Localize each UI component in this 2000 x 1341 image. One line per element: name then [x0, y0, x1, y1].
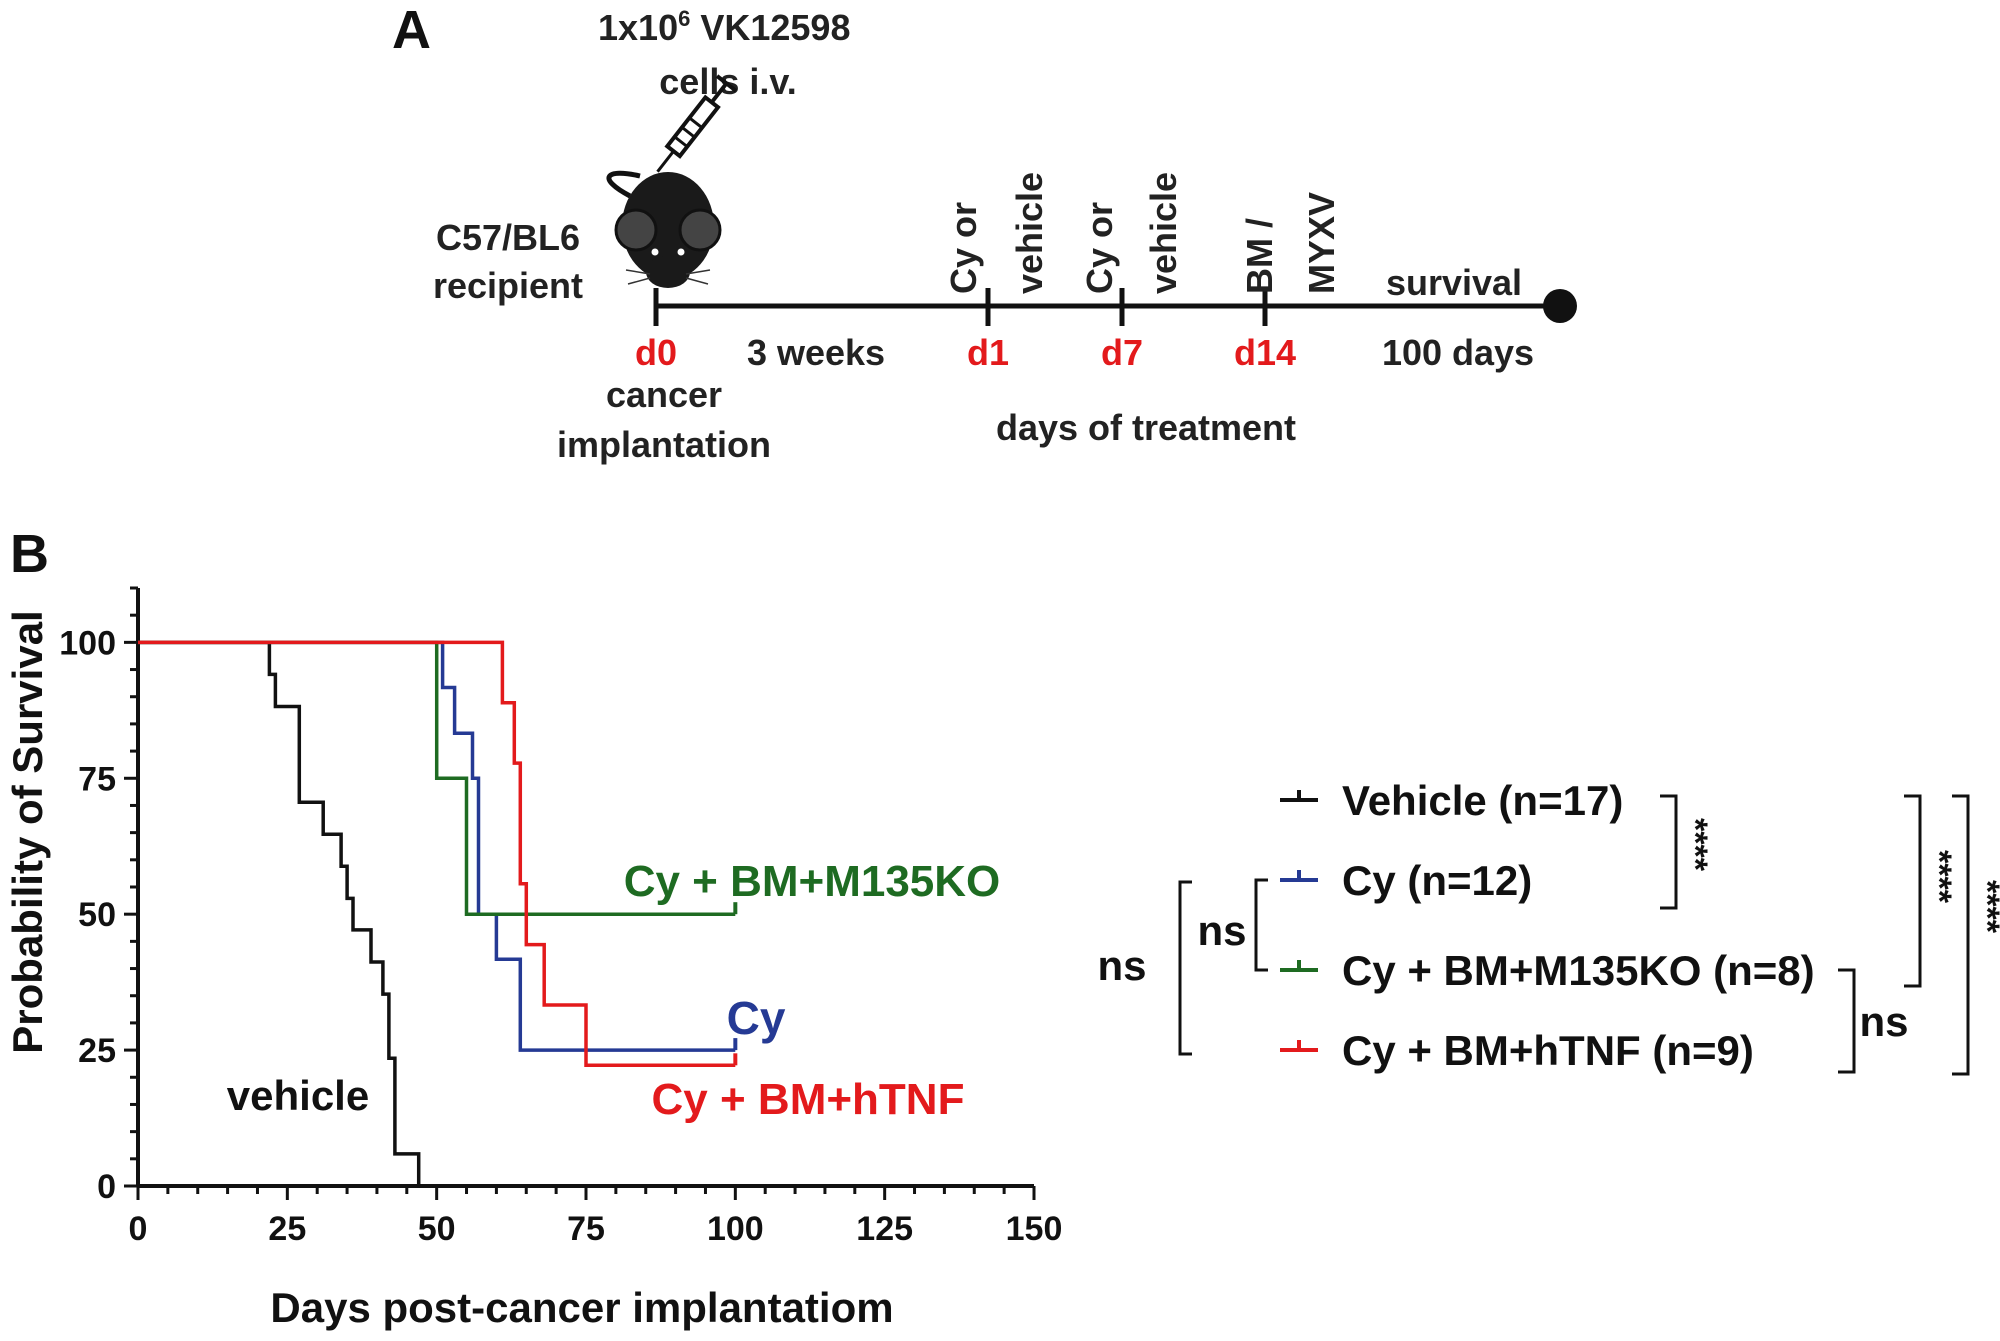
- y-axis-title: Probability of Survival: [4, 610, 51, 1053]
- bracket-vehicle-htnf: [1952, 794, 1970, 1076]
- stage-note-line2: vehicle: [1143, 172, 1184, 294]
- x-tick-label: 25: [268, 1210, 306, 1248]
- comparison-ns-right: ns: [1859, 998, 1908, 1045]
- stage-d1: d1 Cy or vehicle: [943, 172, 1050, 373]
- comparison-ns-inner: ns: [1197, 907, 1246, 954]
- legend-label: Vehicle (n=17): [1342, 777, 1623, 824]
- stage-note-line1: Cy or: [1079, 202, 1120, 294]
- survival-duration-label: 100 days: [1382, 332, 1534, 373]
- chart-series: [138, 640, 738, 1186]
- stage-note-line2: MYXV: [1301, 192, 1342, 294]
- x-tick-label: 125: [856, 1210, 913, 1248]
- bracket-ns-inner: [1254, 878, 1268, 972]
- x-tick-label: 0: [129, 1210, 148, 1248]
- comparison-sig-2: ****: [1920, 850, 1958, 904]
- chart-axes: 0 25 50 75 100 125 150 0 25 50 75 100: [59, 586, 1063, 1248]
- series-label-vehicle: vehicle: [227, 1072, 369, 1119]
- bracket-vehicle-cy: [1660, 794, 1678, 910]
- series-line-0: [138, 640, 421, 1186]
- series-line-3: [138, 640, 736, 1068]
- panel-a: A 1x106 VK12598 cells i.v. C: [392, 0, 1577, 465]
- legend-item-cy: Cy (n=12): [1280, 857, 1532, 904]
- legend-label: Cy + BM+hTNF (n=9): [1342, 1027, 1754, 1074]
- injection-label-line2: cells i.v.: [659, 61, 796, 102]
- legend-label: Cy + BM+M135KO (n=8): [1342, 947, 1815, 994]
- treatment-label: days of treatment: [996, 407, 1296, 448]
- y-tick-label: 0: [97, 1168, 116, 1206]
- y-tick-label: 25: [78, 1032, 116, 1070]
- recipient-label-line1: C57/BL6: [436, 217, 580, 258]
- comparison-sig-3: ****: [1968, 880, 2000, 934]
- timeline-end-marker: [1543, 289, 1577, 323]
- syringe-icon: [656, 74, 738, 173]
- x-tick-label: 50: [418, 1210, 456, 1248]
- y-tick-label: 100: [59, 624, 116, 662]
- legend-item-cy-bm-m135ko: Cy + BM+M135KO (n=8): [1280, 947, 1815, 994]
- comparison-brackets: [1178, 794, 1970, 1076]
- y-tick-label: 75: [78, 760, 116, 798]
- stage-note-line2: vehicle: [1009, 172, 1050, 294]
- x-tick-label: 150: [1006, 1210, 1063, 1248]
- comparison-ns-outer: ns: [1097, 942, 1146, 989]
- bracket-vehicle-m135ko: [1904, 794, 1922, 988]
- stage-note-line2: implantation: [557, 424, 771, 465]
- legend-item-vehicle: Vehicle (n=17): [1280, 777, 1623, 824]
- recipient-label-line2: recipient: [433, 265, 583, 306]
- survival-chart: 0 25 50 75 100 125 150 0 25 50 75 100 Days post-can…: [4, 586, 1063, 1331]
- stage-note-line1: cancer: [606, 374, 722, 415]
- stage-d14: d14 BM / MYXV: [1234, 192, 1342, 373]
- stage-day-label: d14: [1234, 332, 1296, 373]
- legend-item-cy-bm-htnf: Cy + BM+hTNF (n=9): [1280, 1027, 1754, 1074]
- stage-note-line1: Cy or: [943, 202, 984, 294]
- x-tick-label: 75: [567, 1210, 605, 1248]
- bracket-m135ko-htnf: [1838, 968, 1856, 1074]
- legend-label: Cy (n=12): [1342, 857, 1532, 904]
- x-axis-title: Days post-cancer implantatiom: [270, 1284, 893, 1331]
- series-label-cy-bm-htnf: Cy + BM+hTNF: [652, 1075, 965, 1124]
- series-label-cy: Cy: [727, 992, 786, 1044]
- stage-day-label: d1: [967, 332, 1009, 373]
- panel-a-label: A: [392, 0, 431, 60]
- stage-d7: d7 Cy or vehicle: [1079, 172, 1184, 373]
- stage-d0: d0 cancer implantation: [557, 288, 771, 465]
- x-tick-label: 100: [707, 1210, 764, 1248]
- y-tick-label: 50: [78, 896, 116, 934]
- interval-label: 3 weeks: [747, 332, 885, 373]
- survival-label: survival: [1386, 262, 1522, 303]
- comparison-sig-1: ****: [1676, 818, 1714, 872]
- stage-day-label: d0: [635, 332, 677, 373]
- bracket-ns-outer: [1178, 880, 1192, 1056]
- legend: Vehicle (n=17) Cy (n=12) Cy + BM+M135KO …: [1280, 777, 1815, 1074]
- injection-label-line1: 1x106 VK12598: [598, 6, 850, 48]
- panel-b-label: B: [10, 524, 49, 584]
- panel-b: B 0 25 50 75 100 125 150 0 25 50 75 100 Days post-c…: [4, 524, 2000, 1331]
- stage-note-line1: BM /: [1239, 218, 1280, 294]
- series-line-1: [138, 640, 736, 1052]
- series-label-cy-bm-m135ko: Cy + BM+M135KO: [624, 857, 1001, 906]
- stage-day-label: d7: [1101, 332, 1143, 373]
- mouse-icon: [606, 170, 722, 288]
